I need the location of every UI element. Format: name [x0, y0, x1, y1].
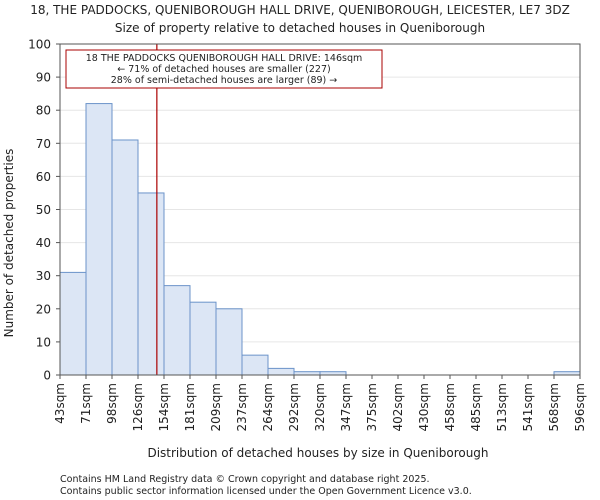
x-tick-label: 596sqm [573, 383, 587, 431]
x-tick-label: 98sqm [105, 383, 119, 424]
x-tick-label: 181sqm [183, 383, 197, 431]
x-tick-label: 541sqm [521, 383, 535, 431]
bar-237sqm [241, 354, 269, 376]
bar-264sqm [267, 367, 295, 376]
x-tick-label: 568sqm [547, 383, 561, 431]
x-tick-label: 292sqm [287, 383, 301, 431]
y-tick-label: 90 [36, 71, 51, 85]
chart-subtitle: Size of property relative to detached ho… [115, 21, 485, 35]
y-tick-label: 20 [36, 302, 51, 316]
x-tick-label: 402sqm [391, 383, 405, 431]
y-tick-label: 40 [36, 236, 51, 250]
x-tick-label: 320sqm [313, 383, 327, 431]
x-tick-label: 458sqm [443, 383, 457, 431]
x-tick-label: 375sqm [365, 383, 379, 431]
x-tick-label: 485sqm [469, 383, 483, 431]
y-tick-label: 80 [36, 104, 51, 118]
x-tick-label: 430sqm [417, 383, 431, 431]
y-tick-label: 70 [36, 137, 51, 151]
footer-line-2: Contains public sector information licen… [60, 486, 472, 497]
x-axis-label: Distribution of detached houses by size … [147, 446, 488, 460]
bar-126sqm [137, 192, 165, 376]
annotation-line-3: 28% of semi-detached houses are larger (… [111, 75, 338, 86]
annotation-box: 18 THE PADDOCKS QUENIBOROUGH HALL DRIVE:… [65, 49, 383, 89]
y-tick-label: 30 [36, 269, 51, 283]
bar-181sqm [189, 301, 217, 376]
y-tick-label: 0 [43, 369, 51, 383]
x-tick-label: 264sqm [261, 383, 275, 431]
x-tick-label: 347sqm [339, 383, 353, 431]
bar-43sqm [59, 271, 87, 376]
y-tick-label: 100 [28, 38, 51, 52]
y-axis-label: Number of detached properties [2, 149, 16, 338]
x-tick-label: 209sqm [209, 383, 223, 431]
x-tick-label: 71sqm [79, 383, 93, 424]
x-tick-label: 154sqm [157, 383, 171, 431]
y-tick-label: 60 [36, 170, 51, 184]
chart-title: 18, THE PADDOCKS, QUENIBOROUGH HALL DRIV… [30, 3, 570, 17]
y-tick-label: 10 [36, 335, 51, 349]
x-tick-label: 237sqm [235, 383, 249, 431]
bar-209sqm [215, 308, 243, 376]
bar-154sqm [163, 285, 191, 376]
y-tick-label: 50 [36, 203, 51, 217]
annotation-line-2: ← 71% of detached houses are smaller (22… [117, 64, 330, 75]
x-tick-label: 126sqm [131, 383, 145, 431]
bar-71sqm [85, 103, 113, 376]
annotation-line-1: 18 THE PADDOCKS QUENIBOROUGH HALL DRIVE:… [86, 53, 363, 64]
footer-line-1: Contains HM Land Registry data © Crown c… [60, 474, 430, 485]
bar-98sqm [111, 139, 139, 376]
x-tick-label: 513sqm [495, 383, 509, 431]
x-tick-label: 43sqm [53, 383, 67, 424]
